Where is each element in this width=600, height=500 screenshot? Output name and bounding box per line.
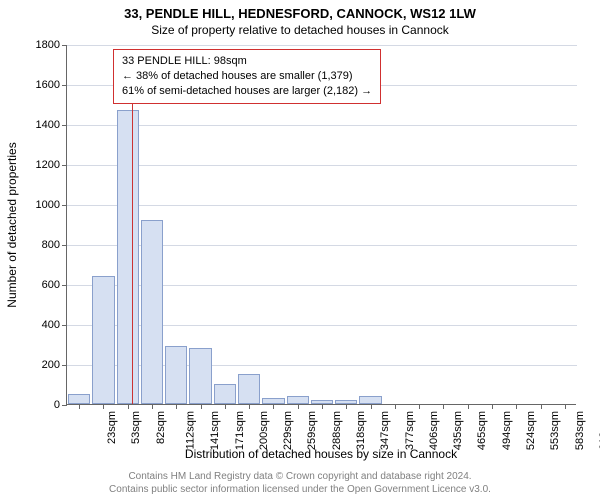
x-tick-mark [152, 404, 153, 409]
bar [141, 220, 163, 404]
x-tick-mark [565, 404, 566, 409]
x-tick-label: 494sqm [501, 411, 513, 450]
x-tick-label: 229sqm [282, 411, 294, 450]
x-tick-mark [443, 404, 444, 409]
gridline [67, 205, 577, 206]
bar [117, 110, 139, 404]
x-tick-mark [371, 404, 372, 409]
x-tick-mark [273, 404, 274, 409]
x-tick-label: 259sqm [307, 411, 319, 450]
info-line-3: 61% of semi-detached houses are larger (… [122, 84, 372, 99]
x-tick-label: 171sqm [234, 411, 246, 450]
bar [68, 394, 90, 404]
y-tick-label: 200 [20, 359, 60, 371]
x-tick-mark [419, 404, 420, 409]
x-tick-mark [225, 404, 226, 409]
footer-line-2: Contains public sector information licen… [0, 483, 600, 496]
y-tick-label: 800 [20, 239, 60, 251]
x-tick-label: 406sqm [428, 411, 440, 450]
x-tick-mark [346, 404, 347, 409]
y-tick-label: 1400 [20, 119, 60, 131]
x-tick-label: 553sqm [549, 411, 561, 450]
y-tick-mark [62, 365, 67, 366]
y-tick-mark [62, 405, 67, 406]
x-tick-mark [298, 404, 299, 409]
x-tick-label: 23sqm [106, 411, 118, 444]
x-tick-label: 82sqm [155, 411, 167, 444]
bar [238, 374, 260, 404]
x-tick-label: 524sqm [525, 411, 537, 450]
x-tick-mark [201, 404, 202, 409]
x-tick-mark [516, 404, 517, 409]
x-tick-mark [322, 404, 323, 409]
x-tick-mark [395, 404, 396, 409]
y-tick-mark [62, 285, 67, 286]
info-line-1: 33 PENDLE HILL: 98sqm [122, 54, 372, 69]
x-tick-mark [541, 404, 542, 409]
marker-line [132, 90, 133, 404]
bar [165, 346, 187, 404]
y-tick-mark [62, 325, 67, 326]
x-tick-mark [103, 404, 104, 409]
y-tick-mark [62, 125, 67, 126]
bar [359, 396, 381, 404]
bar [287, 396, 309, 404]
footer-line-1: Contains HM Land Registry data © Crown c… [0, 470, 600, 483]
y-tick-label: 0 [20, 399, 60, 411]
gridline [67, 125, 577, 126]
x-tick-mark [128, 404, 129, 409]
info-line-2: ← 38% of detached houses are smaller (1,… [122, 69, 372, 84]
x-tick-mark [249, 404, 250, 409]
bar [214, 384, 236, 404]
y-tick-mark [62, 45, 67, 46]
y-tick-label: 1600 [20, 79, 60, 91]
x-tick-label: 435sqm [452, 411, 464, 450]
y-tick-mark [62, 165, 67, 166]
bar [189, 348, 211, 404]
chart-container: 23sqm53sqm82sqm112sqm141sqm171sqm200sqm2… [66, 45, 576, 405]
info-box: 33 PENDLE HILL: 98sqm ← 38% of detached … [113, 49, 381, 104]
x-tick-label: 465sqm [477, 411, 489, 450]
y-tick-mark [62, 205, 67, 206]
chart-subtitle: Size of property relative to detached ho… [0, 21, 600, 41]
x-tick-label: 318sqm [355, 411, 367, 450]
plot-area: 23sqm53sqm82sqm112sqm141sqm171sqm200sqm2… [66, 45, 576, 405]
x-tick-label: 288sqm [331, 411, 343, 450]
x-tick-mark [468, 404, 469, 409]
x-tick-label: 141sqm [209, 411, 221, 450]
gridline [67, 165, 577, 166]
x-tick-mark [79, 404, 80, 409]
y-tick-label: 400 [20, 319, 60, 331]
x-axis-label: Distribution of detached houses by size … [185, 447, 457, 461]
x-tick-label: 53sqm [130, 411, 142, 444]
y-tick-label: 1200 [20, 159, 60, 171]
x-tick-label: 200sqm [258, 411, 270, 450]
x-tick-mark [176, 404, 177, 409]
x-tick-label: 112sqm [184, 411, 196, 449]
bar [92, 276, 114, 404]
x-tick-label: 347sqm [379, 411, 391, 450]
gridline [67, 45, 577, 46]
chart-title: 33, PENDLE HILL, HEDNESFORD, CANNOCK, WS… [0, 0, 600, 21]
y-tick-label: 600 [20, 279, 60, 291]
x-tick-mark [492, 404, 493, 409]
y-tick-mark [62, 245, 67, 246]
y-axis-label: Number of detached properties [5, 142, 19, 307]
y-tick-mark [62, 85, 67, 86]
y-tick-label: 1800 [20, 39, 60, 51]
x-tick-label: 583sqm [574, 411, 586, 450]
footer: Contains HM Land Registry data © Crown c… [0, 470, 600, 496]
y-tick-label: 1000 [20, 199, 60, 211]
x-tick-label: 377sqm [404, 411, 416, 450]
